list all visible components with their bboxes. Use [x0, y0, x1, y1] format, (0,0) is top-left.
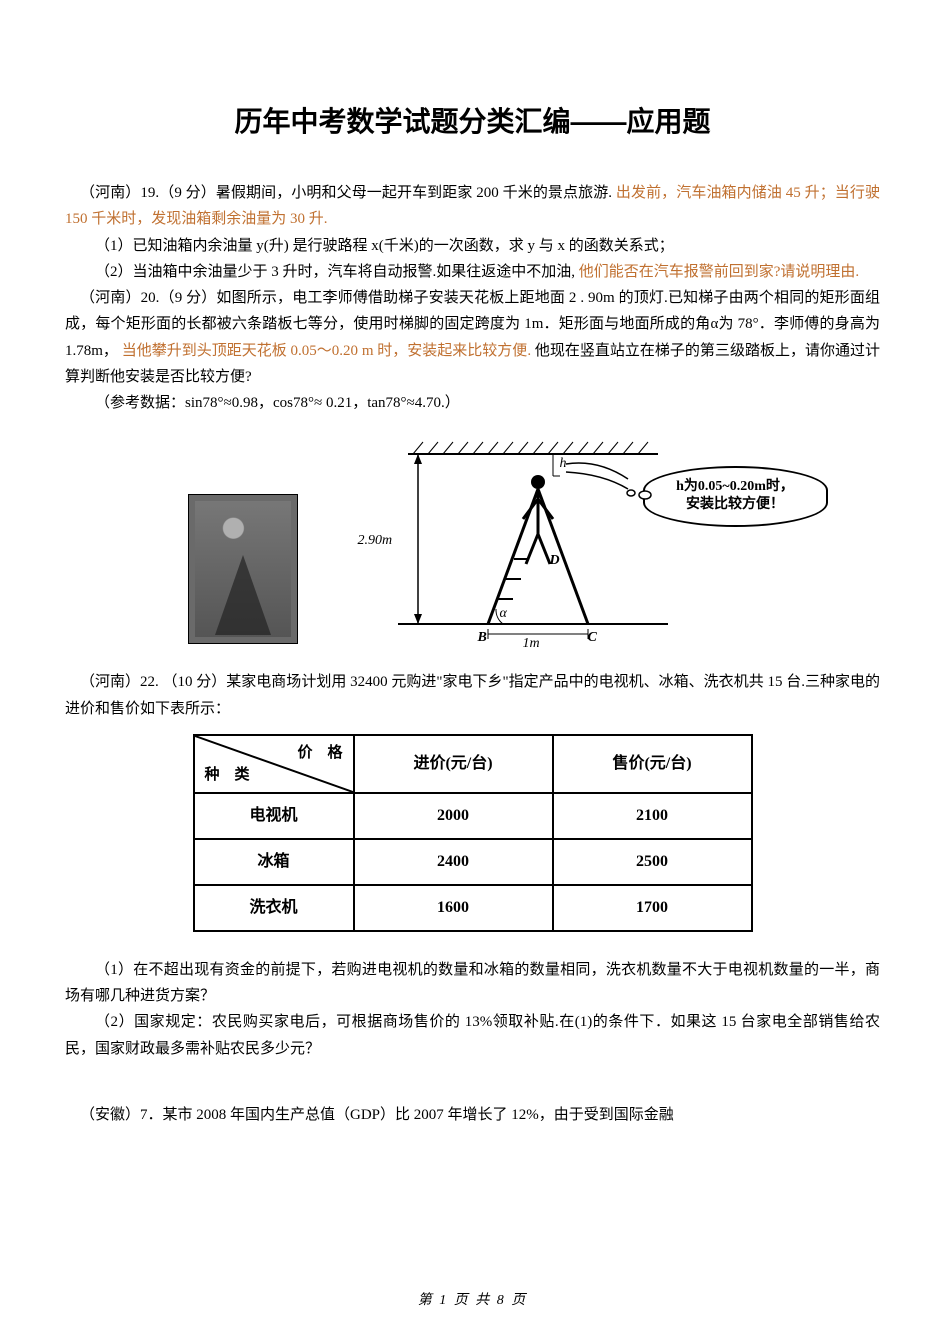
table-row: 冰箱 2400 2500	[194, 839, 752, 885]
p20-hl: 当他攀升到头顶距天花板 0.05～0.20 m 时，安装起来比较方便.	[122, 343, 531, 359]
p19-prefix: （河南）19.（9 分）暑假期间，小明和父母一起开车到距家 200 千米的景点旅…	[80, 185, 612, 201]
p20-text: （河南）20.（9 分）如图所示，电工李师傅借助梯子安装天花板上距地面 2 . …	[65, 285, 880, 390]
cell-price: 2500	[553, 839, 752, 885]
cell-name: 电视机	[194, 793, 354, 839]
ladder-diagram: 2.90m 1m A B C D α h h为0.05~0.20m时， 安装比较…	[328, 434, 758, 644]
page-footer: 第 1 页 共 8 页	[0, 1289, 945, 1309]
cell-cost: 1600	[354, 885, 553, 931]
photo-triangle	[215, 555, 271, 635]
cell-name: 冰箱	[194, 839, 354, 885]
bubble-line2: 安装比较方便！	[686, 497, 784, 512]
angle-alpha: α	[500, 602, 507, 627]
p19-q1: （1）已知油箱内余油量 y(升) 是行驶路程 x(千米)的一次函数，求 y 与 …	[65, 233, 880, 259]
price-table-wrap: 价 格 种 类 进价(元/台) 售价(元/台) 电视机 2000 2100 冰箱…	[65, 734, 880, 932]
p20-ref: （参考数据：sin78°≈0.98，cos78°≈ 0.21，tan78°≈4.…	[65, 390, 880, 416]
height-label: 2.90m	[358, 529, 393, 554]
p19-q2: （2）当油箱中余油量少于 3 升时，汽车将自动报警.如果往返途中不加油, 他们能…	[65, 259, 880, 285]
p22-q2: （2）国家规定：农民购买家电后，可根据商场售价的 13%领取补贴.在(1)的条件…	[65, 1009, 880, 1062]
table-header-row: 价 格 种 类 进价(元/台) 售价(元/台)	[194, 735, 752, 793]
pt-A: A	[533, 470, 542, 495]
price-table: 价 格 种 类 进价(元/台) 售价(元/台) 电视机 2000 2100 冰箱…	[193, 734, 753, 932]
diag-header: 价 格 种 类	[194, 735, 354, 793]
cell-cost: 2400	[354, 839, 553, 885]
cell-price: 1700	[553, 885, 752, 931]
pt-C: C	[588, 626, 597, 651]
bubble-tail	[623, 488, 653, 502]
table-row: 电视机 2000 2100	[194, 793, 752, 839]
anhui-7: （安徽）7．某市 2008 年国内生产总值（GDP）比 2007 年增长了 12…	[65, 1102, 880, 1128]
base-label: 1m	[523, 632, 540, 657]
content: （河南）19.（9 分）暑假期间，小明和父母一起开车到距家 200 千米的景点旅…	[65, 180, 880, 1128]
p22-q1: （1）在不超出现有资金的前提下，若购进电视机的数量和冰箱的数量相同，洗衣机数量不…	[65, 957, 880, 1010]
cell-cost: 2000	[354, 793, 553, 839]
table-row: 洗衣机 1600 1700	[194, 885, 752, 931]
diag-top: 价 格	[297, 740, 342, 766]
cell-price: 2100	[553, 793, 752, 839]
bubble-line1: h为0.05~0.20m时，	[676, 479, 794, 494]
col-price: 售价(元/台)	[553, 735, 752, 793]
spacer	[65, 1062, 880, 1102]
p22-intro: （河南）22. （10 分）某家电商场计划用 32400 元购进"家电下乡"指定…	[65, 669, 880, 722]
page-title: 历年中考数学试题分类汇编——应用题	[65, 100, 880, 140]
photo-ladder	[188, 494, 298, 644]
p19-intro: （河南）19.（9 分）暑假期间，小明和父母一起开车到距家 200 千米的景点旅…	[65, 180, 880, 233]
figure-row: 2.90m 1m A B C D α h h为0.05~0.20m时， 安装比较…	[65, 434, 880, 644]
pt-B: B	[478, 626, 487, 651]
p19-q2b: 他们能否在汽车报警前回到家?请说明理由.	[579, 264, 859, 280]
diag-bot: 种 类	[205, 762, 250, 788]
col-cost: 进价(元/台)	[354, 735, 553, 793]
pt-D: D	[550, 549, 560, 574]
speech-bubble: h为0.05~0.20m时， 安装比较方便！	[643, 466, 828, 526]
p19-q2a: （2）当油箱中余油量少于 3 升时，汽车将自动报警.如果往返途中不加油,	[95, 264, 575, 280]
h-label: h	[560, 452, 567, 477]
cell-name: 洗衣机	[194, 885, 354, 931]
